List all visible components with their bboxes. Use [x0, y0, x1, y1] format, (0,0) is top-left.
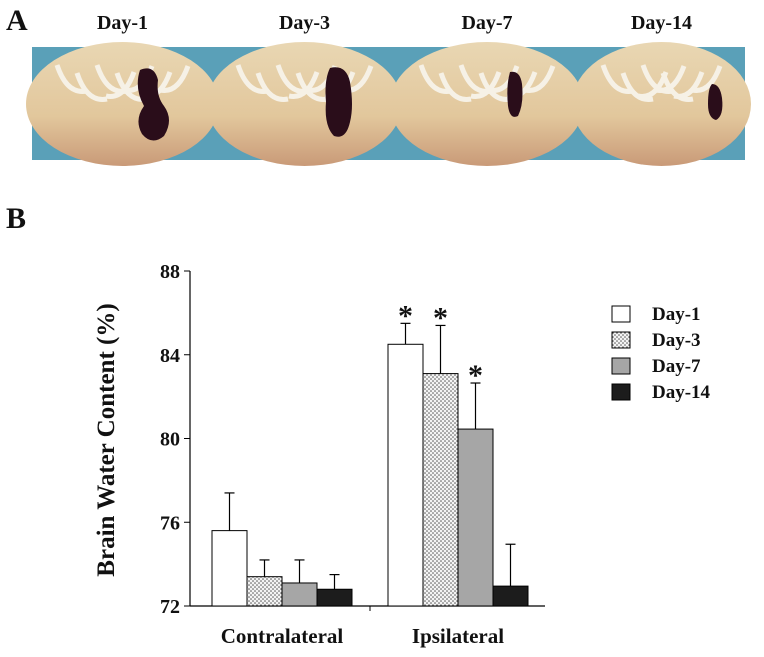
y-tick-label: 72 — [160, 596, 180, 618]
legend-swatch — [611, 331, 631, 349]
legend-label: Day-3 — [652, 330, 701, 351]
error-bar — [224, 492, 235, 531]
photo-label: Day-3 — [279, 12, 330, 34]
legend-swatch — [611, 383, 631, 401]
white-matter — [470, 71, 502, 99]
bar — [211, 530, 248, 607]
significance-marker: * — [433, 301, 448, 334]
error-bar — [400, 322, 411, 345]
white-matter — [637, 71, 669, 99]
error-bar — [259, 559, 270, 577]
error-bar — [505, 543, 516, 587]
significance-marker: * — [468, 359, 483, 392]
white-matter — [295, 72, 329, 102]
y-tick-label: 88 — [160, 261, 180, 283]
brain-section — [572, 42, 751, 166]
legend-swatch — [611, 357, 631, 375]
legend-label: Day-7 — [652, 356, 701, 377]
brain-section — [26, 42, 219, 166]
panel-label: B — [6, 202, 26, 235]
y-tick-label: 80 — [160, 429, 180, 451]
photo-strip: Day-1 Day-3 Day-7 Day-14 — [26, 12, 751, 166]
error-bar — [294, 559, 305, 583]
hematoma — [137, 68, 169, 141]
bar — [387, 343, 424, 607]
panel-label: A — [6, 4, 28, 37]
legend-label: Day-14 — [652, 382, 711, 403]
white-matter — [74, 72, 108, 102]
white-matter — [255, 72, 289, 102]
photo-label: Day-14 — [631, 12, 692, 34]
white-matter — [620, 72, 654, 102]
bar — [316, 588, 353, 607]
hematoma — [708, 84, 723, 120]
white-matter — [438, 72, 472, 102]
y-tick-label: 76 — [160, 512, 180, 534]
y-axis-label: Brain Water Content (%) — [93, 303, 120, 576]
hematoma — [507, 71, 523, 117]
bar — [281, 582, 318, 607]
brain-section — [207, 42, 402, 166]
x-tick-label: Ipsilateral — [412, 624, 504, 648]
brain-section — [390, 42, 584, 166]
error-bar — [435, 324, 446, 374]
photo-label: Day-1 — [97, 12, 148, 34]
hematoma — [325, 67, 352, 137]
x-tick-label: Contralateral — [221, 624, 344, 648]
bar — [422, 373, 459, 607]
significance-marker: * — [398, 299, 413, 332]
bar — [246, 576, 283, 607]
white-matter — [288, 71, 320, 99]
bar — [457, 428, 494, 607]
legend-label: Day-1 — [652, 304, 701, 325]
bar — [492, 585, 529, 607]
error-bar — [470, 382, 481, 430]
error-bar — [329, 573, 340, 590]
white-matter — [105, 71, 137, 99]
photo-label: Day-7 — [461, 12, 512, 34]
y-tick-label: 84 — [160, 345, 180, 367]
legend-swatch — [611, 305, 631, 323]
